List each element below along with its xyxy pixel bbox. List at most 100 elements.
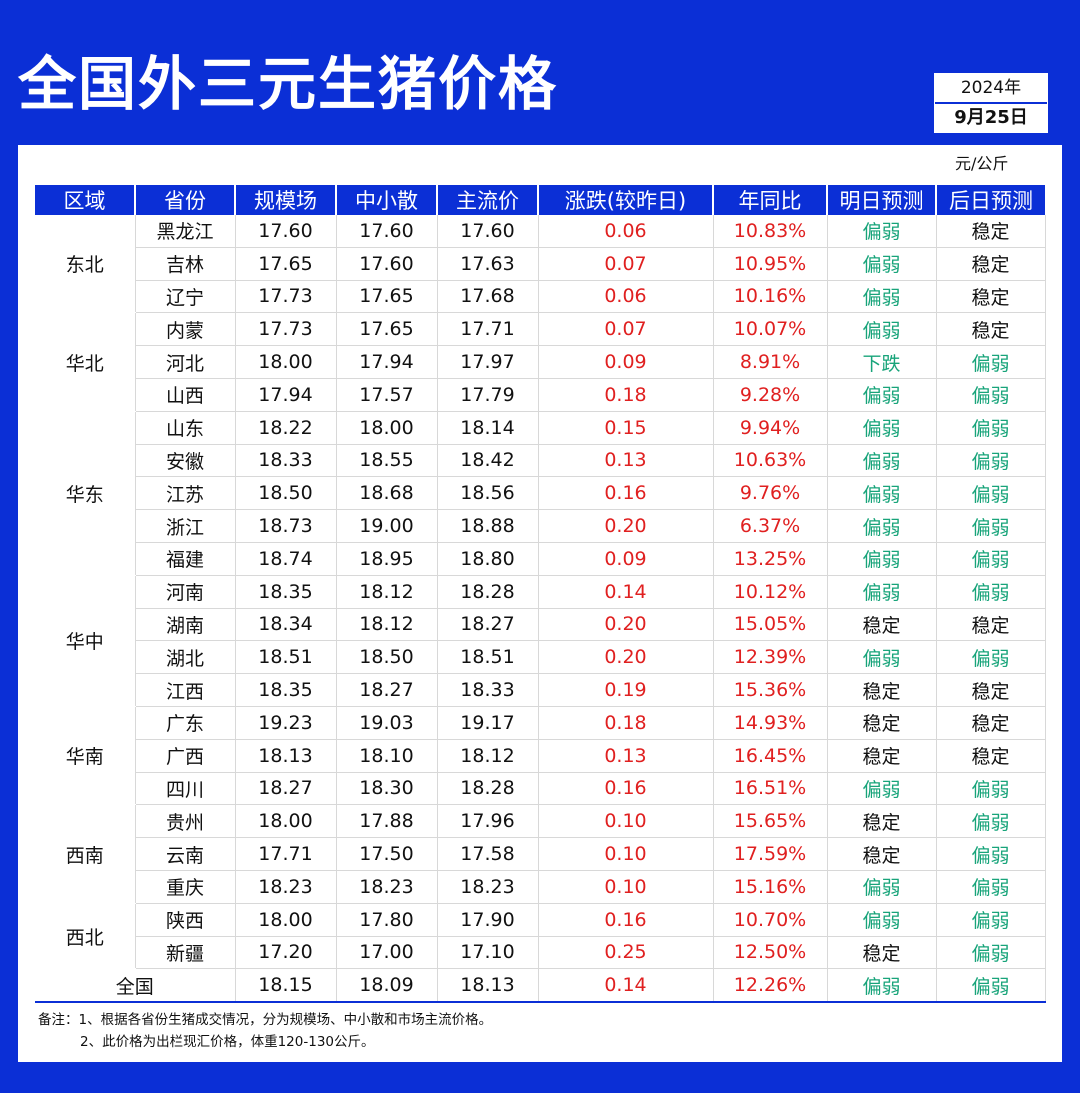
cell-yoy: 9.76%: [713, 476, 828, 511]
table-row: 江西 18.35 18.27 18.33 0.19 15.36% 稳定 稳定: [35, 673, 1046, 707]
cell-main-price: 18.88: [437, 509, 539, 543]
cell-scale-farm: 18.35: [235, 575, 337, 609]
cell-scale-farm: 17.20: [235, 936, 337, 970]
table-row: 广西 18.13 18.10 18.12 0.13 16.45% 稳定 稳定: [35, 739, 1046, 773]
cell-region: 东北: [35, 215, 136, 314]
notes: 备注：1、根据各省份生猪成交情况，分为规模场、中小散和市场主流价格。 2、此价格…: [38, 1009, 492, 1053]
table-row: 新疆 17.20 17.00 17.10 0.25 12.50% 稳定 偏弱: [35, 936, 1046, 970]
cell-tomorrow: 偏弱: [827, 575, 937, 609]
cell-tomorrow: 偏弱: [827, 247, 937, 281]
cell-change: 0.10: [538, 804, 714, 839]
cell-province: 广西: [135, 739, 236, 773]
cell-day-after: 稳定: [936, 280, 1046, 314]
cell-main-price: 18.80: [437, 542, 539, 576]
cell-main-price: 17.10: [437, 936, 539, 970]
price-table: 区域 省份 规模场 中小散 主流价 涨跌(较昨日) 年同比 明日预测 后日预测 …: [35, 185, 1046, 1004]
cell-yoy: 10.63%: [713, 444, 828, 478]
cell-main-price: 18.27: [437, 608, 539, 642]
table-row: 华南 广东 19.23 19.03 19.17 0.18 14.93% 稳定 稳定: [35, 706, 1046, 806]
cell-main-price: 18.33: [437, 673, 539, 707]
cell-province: 新疆: [135, 936, 236, 970]
cell-tomorrow: 偏弱: [827, 903, 937, 937]
cell-region: 华东: [35, 411, 136, 576]
cell-yoy: 10.83%: [713, 215, 828, 248]
header-change: 涨跌(较昨日): [538, 185, 714, 215]
cell-change: 0.14: [538, 968, 714, 1004]
cell-day-after: 稳定: [936, 215, 1046, 248]
cell-tomorrow: 偏弱: [827, 476, 937, 511]
cell-change: 0.10: [538, 870, 714, 904]
cell-day-after: 稳定: [936, 312, 1046, 347]
table-row: 浙江 18.73 19.00 18.88 0.20 6.37% 偏弱 偏弱: [35, 509, 1046, 543]
cell-change: 0.18: [538, 378, 714, 412]
cell-change: 0.20: [538, 608, 714, 642]
cell-yoy: 15.16%: [713, 870, 828, 904]
cell-change: 0.07: [538, 247, 714, 281]
cell-small-farm: 18.30: [336, 772, 438, 806]
cell-tomorrow: 偏弱: [827, 542, 937, 576]
cell-scale-farm: 18.33: [235, 444, 337, 478]
cell-small-farm: 17.00: [336, 936, 438, 970]
table-row: 西北 陕西 18.00 17.80 17.90 0.16 10.70% 偏弱 偏弱: [35, 903, 1046, 970]
table-row: 华北 内蒙 17.73 17.65 17.71 0.07 10.07% 偏弱 稳定: [35, 312, 1046, 412]
cell-region: 华南: [35, 706, 136, 806]
cell-main-price: 18.28: [437, 575, 539, 609]
cell-small-farm: 18.23: [336, 870, 438, 904]
cell-day-after: 偏弱: [936, 345, 1046, 379]
cell-yoy: 12.26%: [713, 968, 828, 1004]
cell-small-farm: 17.65: [336, 312, 438, 347]
cell-change: 0.18: [538, 706, 714, 740]
cell-scale-farm: 18.74: [235, 542, 337, 576]
cell-province: 江西: [135, 673, 236, 707]
cell-change: 0.10: [538, 837, 714, 871]
cell-province: 贵州: [135, 804, 236, 839]
cell-yoy: 10.12%: [713, 575, 828, 609]
cell-tomorrow: 偏弱: [827, 444, 937, 478]
cell-tomorrow: 稳定: [827, 837, 937, 871]
cell-change: 0.16: [538, 772, 714, 806]
header-yoy: 年同比: [713, 185, 828, 215]
cell-tomorrow: 偏弱: [827, 509, 937, 543]
cell-tomorrow: 偏弱: [827, 640, 937, 675]
cell-change: 0.15: [538, 411, 714, 445]
cell-change: 0.16: [538, 476, 714, 511]
cell-yoy: 9.94%: [713, 411, 828, 445]
date-box: 2024年 9月25日: [934, 73, 1048, 133]
cell-tomorrow: 下跌: [827, 345, 937, 379]
cell-change: 0.13: [538, 739, 714, 773]
cell-day-after: 偏弱: [936, 378, 1046, 412]
table-row: 湖南 18.34 18.12 18.27 0.20 15.05% 稳定 稳定: [35, 608, 1046, 642]
header-tomorrow: 明日预测: [827, 185, 937, 215]
cell-change: 0.09: [538, 345, 714, 379]
cell-day-after: 偏弱: [936, 804, 1046, 839]
cell-main-price: 18.28: [437, 772, 539, 806]
cell-scale-farm: 18.13: [235, 739, 337, 773]
cell-main-price: 19.17: [437, 706, 539, 740]
cell-province: 安徽: [135, 444, 236, 478]
table-row: 山西 17.94 17.57 17.79 0.18 9.28% 偏弱 偏弱: [35, 378, 1046, 412]
cell-small-farm: 18.12: [336, 575, 438, 609]
cell-region: 华北: [35, 312, 136, 412]
cell-province: 湖北: [135, 640, 236, 675]
cell-yoy: 15.65%: [713, 804, 828, 839]
cell-tomorrow: 稳定: [827, 673, 937, 707]
cell-scale-farm: 18.27: [235, 772, 337, 806]
header-province: 省份: [135, 185, 236, 215]
date-year: 2024年: [935, 74, 1047, 104]
header-small-farm: 中小散: [336, 185, 438, 215]
cell-day-after: 偏弱: [936, 411, 1046, 445]
table-row: 吉林 17.65 17.60 17.63 0.07 10.95% 偏弱 稳定: [35, 247, 1046, 281]
cell-main-price: 17.58: [437, 837, 539, 871]
cell-tomorrow: 偏弱: [827, 378, 937, 412]
cell-tomorrow: 稳定: [827, 608, 937, 642]
cell-small-farm: 18.68: [336, 476, 438, 511]
cell-change: 0.13: [538, 444, 714, 478]
cell-change: 0.07: [538, 312, 714, 347]
cell-main-price: 17.71: [437, 312, 539, 347]
cell-main-price: 17.68: [437, 280, 539, 314]
cell-yoy: 12.39%: [713, 640, 828, 675]
cell-day-after: 偏弱: [936, 837, 1046, 871]
table-row: 湖北 18.51 18.50 18.51 0.20 12.39% 偏弱 偏弱: [35, 640, 1046, 675]
header-main-price: 主流价: [437, 185, 539, 215]
cell-tomorrow: 偏弱: [827, 968, 937, 1004]
